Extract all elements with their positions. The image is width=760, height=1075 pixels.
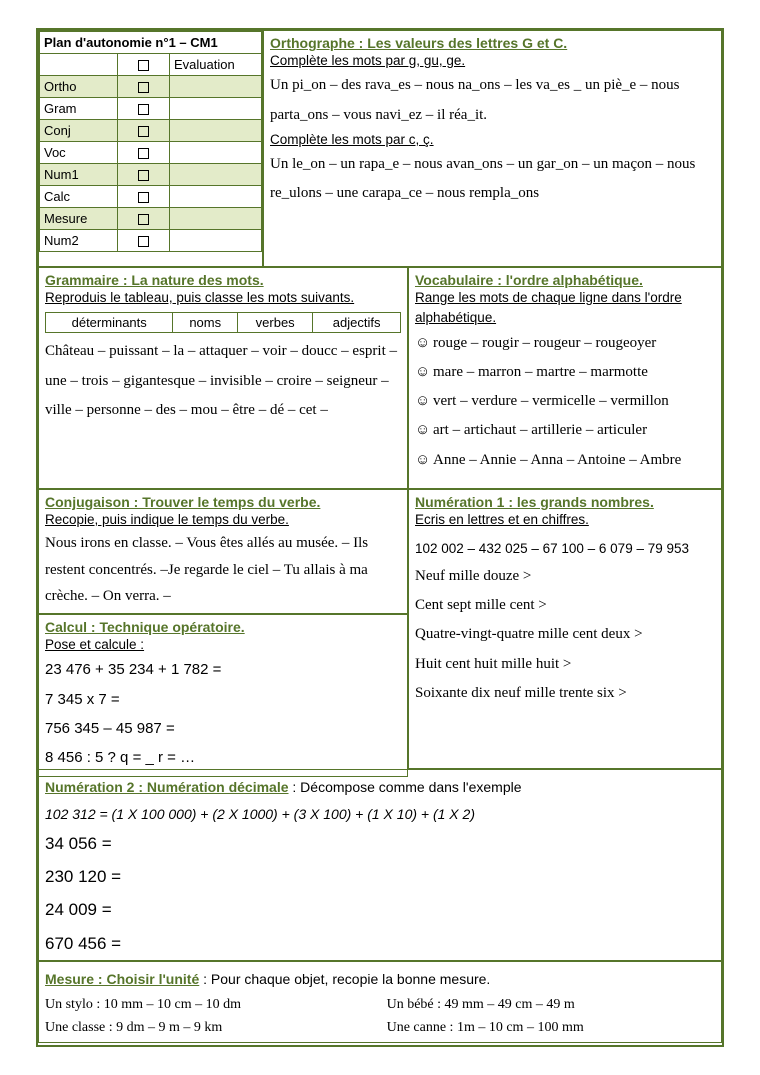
plan-row-label: Num2 <box>40 230 118 252</box>
calc-line: 7 345 x 7 = <box>45 685 401 714</box>
plan-cell: Plan d'autonomie n°1 – CM1 Evaluation Or… <box>38 30 263 267</box>
calc-line: 8 456 : 5 ? q = _ r = … <box>45 743 401 772</box>
voc-line: ☺rouge – rougir – rougeur – rougeoyer <box>415 329 715 358</box>
voc-line: ☺art – artichaut – artillerie – articule… <box>415 416 715 445</box>
num1-word: Huit cent huit mille huit > <box>415 650 715 679</box>
plan-table: Plan d'autonomie n°1 – CM1 Evaluation Or… <box>39 31 262 252</box>
plan-title: Plan d'autonomie n°1 – CM1 <box>40 32 262 54</box>
num2-subtitle: : Décompose comme dans l'exemple <box>289 779 522 795</box>
ortho-title: Orthographe : Les valeurs des lettres G … <box>270 35 715 51</box>
outer-frame: Plan d'autonomie n°1 – CM1 Evaluation Or… <box>36 28 724 1047</box>
conj-instr: Recopie, puis indique le temps du verbe. <box>45 510 401 530</box>
conjugaison-cell: Conjugaison : Trouver le temps du verbe.… <box>38 489 408 614</box>
plan-row-label: Gram <box>40 98 118 120</box>
calcul-cell: Calcul : Technique opératoire. Pose et c… <box>38 614 408 777</box>
checkbox-icon <box>138 82 149 93</box>
num1-word: Soixante dix neuf mille trente six > <box>415 679 715 708</box>
voc-line: ☺vert – verdure – vermicelle – vermillon <box>415 387 715 416</box>
plan-row-label: Calc <box>40 186 118 208</box>
gram-title: Grammaire : La nature des mots. <box>45 272 401 288</box>
gram-instr: Reproduis le tableau, puis classe les mo… <box>45 288 401 308</box>
gram-col: déterminants <box>46 313 173 333</box>
gram-mini-table: déterminants noms verbes adjectifs <box>45 312 401 333</box>
num1-word: Neuf mille douze > <box>415 562 715 591</box>
numeration2-cell: Numération 2 : Numération décimale : Déc… <box>38 769 722 961</box>
checkbox-icon <box>138 170 149 181</box>
mesure-right: Une canne : 1m – 10 cm – 100 mm <box>387 1016 715 1040</box>
gram-col: verbes <box>238 313 313 333</box>
smile-icon: ☺ <box>415 421 433 438</box>
checkbox-icon <box>138 192 149 203</box>
mesure-cell: Mesure : Choisir l'unité : Pour chaque o… <box>38 961 722 1043</box>
ortho-line2: Un le_on – un rapa_e – nous avan_ons – u… <box>270 150 715 209</box>
checkbox-icon <box>138 214 149 225</box>
num2-line: 34 056 = <box>45 827 715 860</box>
grammaire-cell: Grammaire : La nature des mots. Reprodui… <box>38 267 408 489</box>
plan-col-eval: Evaluation <box>170 54 262 76</box>
gram-col: noms <box>173 313 238 333</box>
vocabulaire-cell: Vocabulaire : l'ordre alphabétique. Rang… <box>408 267 722 489</box>
num2-title: Numération 2 : Numération décimale <box>45 779 289 795</box>
orthographe-cell: Orthographe : Les valeurs des lettres G … <box>263 30 722 267</box>
plan-row-label: Conj <box>40 120 118 142</box>
voc-line: ☺Anne – Annie – Anna – Antoine – Ambre <box>415 446 715 475</box>
conj-text: Nous irons en classe. – Vous êtes allés … <box>45 530 401 609</box>
checkbox-icon <box>138 148 149 159</box>
checkbox-icon <box>138 104 149 115</box>
mesure-left: Un stylo : 10 mm – 10 cm – 10 dm <box>45 993 367 1017</box>
conj-title: Conjugaison : Trouver le temps du verbe. <box>45 494 401 510</box>
ortho-instr1: Complète les mots par g, gu, ge. <box>270 51 715 71</box>
plan-row-label: Num1 <box>40 164 118 186</box>
num2-line: 670 456 = <box>45 927 715 960</box>
plan-row-label: Mesure <box>40 208 118 230</box>
ortho-instr2: Complète les mots par c, ç. <box>270 130 715 150</box>
num2-line: 230 120 = <box>45 860 715 893</box>
num2-line: 24 009 = <box>45 893 715 926</box>
voc-instr: Range les mots de chaque ligne dans l'or… <box>415 288 715 329</box>
num1-word: Quatre-vingt-quatre mille cent deux > <box>415 620 715 649</box>
numeration1-cell: Numération 1 : les grands nombres. Ecris… <box>408 489 722 769</box>
calc-title: Calcul : Technique opératoire. <box>45 619 401 635</box>
mesure-left: Une classe : 9 dm – 9 m – 9 km <box>45 1016 367 1040</box>
smile-icon: ☺ <box>415 363 433 380</box>
plan-row-label: Ortho <box>40 76 118 98</box>
checkbox-icon <box>138 126 149 137</box>
smile-icon: ☺ <box>415 334 433 351</box>
mesure-subtitle: : Pour chaque objet, recopie la bonne me… <box>199 971 490 987</box>
num2-example: 102 312 = (1 X 100 000) + (2 X 1000) + (… <box>45 801 715 828</box>
calc-instr: Pose et calcule : <box>45 635 401 655</box>
voc-line: ☺mare – marron – martre – marmotte <box>415 358 715 387</box>
voc-title: Vocabulaire : l'ordre alphabétique. <box>415 272 715 288</box>
ortho-line1: Un pi_on – des rava_es – nous na_ons – l… <box>270 71 715 130</box>
smile-icon: ☺ <box>415 392 433 409</box>
plan-row-label: Voc <box>40 142 118 164</box>
gram-words: Château – puissant – la – attaquer – voi… <box>45 337 401 425</box>
worksheet-page: Plan d'autonomie n°1 – CM1 Evaluation Or… <box>0 0 760 1075</box>
calc-line: 23 476 + 35 234 + 1 782 = <box>45 655 401 684</box>
checkbox-icon <box>138 60 149 71</box>
checkbox-icon <box>138 236 149 247</box>
gram-col: adjectifs <box>313 313 401 333</box>
mesure-title: Mesure : Choisir l'unité <box>45 971 199 987</box>
num1-word: Cent sept mille cent > <box>415 591 715 620</box>
calc-line: 756 345 – 45 987 = <box>45 714 401 743</box>
num1-instr: Ecris en lettres et en chiffres. <box>415 510 715 530</box>
num1-title: Numération 1 : les grands nombres. <box>415 494 715 510</box>
mesure-right: Un bébé : 49 mm – 49 cm – 49 m <box>387 993 715 1017</box>
num1-digits: 102 002 – 432 025 – 67 100 – 6 079 – 79 … <box>415 536 715 562</box>
smile-icon: ☺ <box>415 451 433 468</box>
